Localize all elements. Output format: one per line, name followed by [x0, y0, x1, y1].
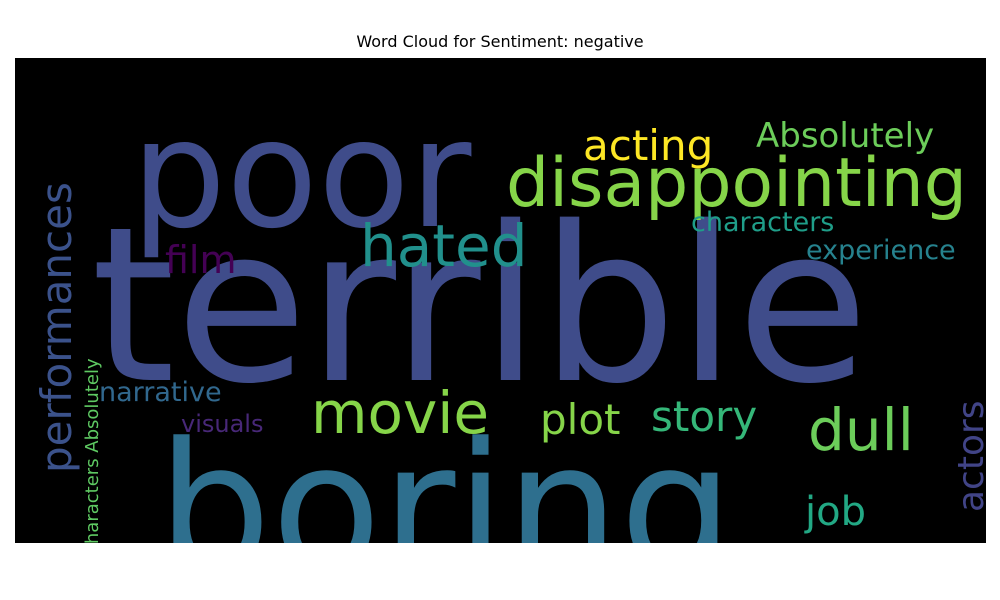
- word-performances: performances: [32, 182, 81, 473]
- word-characters: characters: [691, 207, 834, 238]
- word-poor: poor: [131, 88, 472, 262]
- chart-title: Word Cloud for Sentiment: negative: [356, 32, 644, 51]
- word-visuals: visuals: [181, 410, 263, 438]
- word-cloud-area: terrible boring poor disappointing hated movi…: [15, 58, 986, 543]
- word-film: film: [165, 238, 237, 282]
- word-experience: experience: [806, 235, 956, 266]
- word-characters-absolutely: characters Absolutely: [82, 358, 103, 543]
- word-plot: plot: [540, 395, 621, 444]
- word-dull: dull: [808, 396, 914, 464]
- word-acting: acting: [583, 121, 713, 170]
- word-awful: awful: [801, 541, 957, 543]
- word-hated: hated: [360, 212, 528, 280]
- word-story: story: [651, 392, 757, 441]
- word-absolutely: Absolutely: [756, 116, 934, 156]
- word-job: job: [804, 489, 866, 535]
- word-terrible: terrible: [91, 180, 869, 431]
- word-boring: boring: [157, 405, 734, 543]
- word-movie: movie: [311, 379, 489, 447]
- word-actors: actors: [951, 400, 986, 512]
- word-disappointing: disappointing: [506, 144, 967, 223]
- word-narrative: narrative: [99, 377, 222, 408]
